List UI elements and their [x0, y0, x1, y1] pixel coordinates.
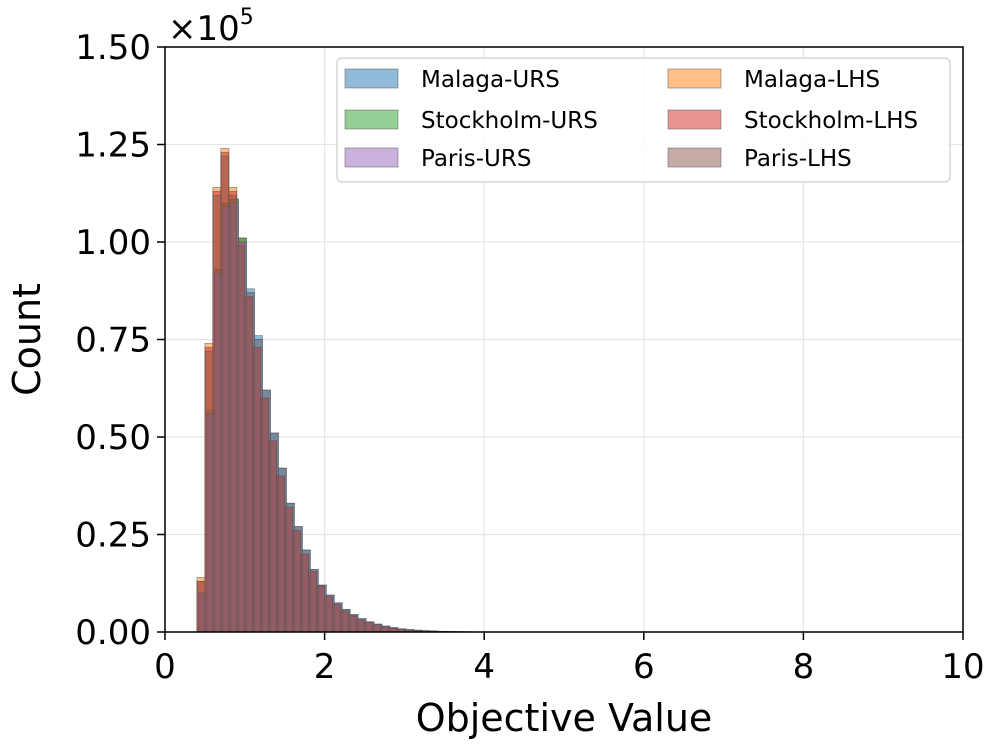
- legend-label: Paris-URS: [421, 146, 531, 172]
- legend-swatch: [344, 147, 399, 168]
- series-paris-lhs: [196, 155, 493, 633]
- legend-box: [336, 57, 951, 183]
- legend-item: Paris-LHS: [667, 146, 852, 172]
- legend-item: Malaga-LHS: [667, 67, 880, 93]
- bar: [292, 530, 302, 633]
- bar: [252, 346, 262, 633]
- legend-swatch: [344, 109, 399, 130]
- legend-item: Paris-URS: [344, 146, 531, 172]
- legend-swatch: [667, 109, 722, 130]
- y-tick-label: 0.75: [75, 321, 151, 361]
- legend-label: Stockholm-LHS: [744, 108, 918, 134]
- bar: [244, 296, 254, 633]
- y-tick-label: 1.00: [75, 223, 151, 263]
- legend-item: Stockholm-LHS: [667, 108, 918, 134]
- bar: [308, 571, 318, 633]
- y-multiplier-base: ×10: [168, 9, 240, 49]
- bar: [356, 619, 365, 633]
- bar: [348, 615, 357, 633]
- legend-item: Malaga-URS: [344, 67, 560, 93]
- y-multiplier-exponent: 5: [240, 5, 254, 30]
- y-axis-title: Count: [5, 283, 49, 396]
- x-tick-label: 10: [941, 647, 984, 687]
- legend-label: Paris-LHS: [744, 146, 852, 172]
- bar: [324, 596, 333, 633]
- y-tick-label: 0.00: [75, 613, 151, 653]
- y-tick-label: 0.50: [75, 418, 151, 458]
- x-tick-label: 4: [473, 647, 495, 687]
- legend-item: Stockholm-URS: [344, 108, 598, 134]
- bar: [236, 245, 246, 633]
- bar: [316, 585, 325, 633]
- bar: [364, 622, 373, 633]
- bar: [220, 155, 230, 633]
- bar: [332, 604, 341, 633]
- bar: [260, 397, 270, 633]
- bars: [196, 147, 495, 633]
- legend-label: Stockholm-URS: [421, 108, 598, 134]
- y-tick-label: 1.25: [75, 126, 151, 166]
- bar: [204, 350, 214, 633]
- legend-label: Malaga-LHS: [744, 67, 880, 93]
- x-tick-label: 8: [793, 647, 815, 687]
- bar: [228, 194, 238, 633]
- legend-swatch: [667, 147, 722, 168]
- x-tick-label: 6: [633, 647, 655, 687]
- y-axis-multiplier: ×105: [168, 5, 254, 49]
- x-axis-title: Objective Value: [416, 696, 713, 740]
- legend-swatch: [344, 68, 399, 89]
- bar: [380, 626, 389, 633]
- bar: [372, 624, 381, 633]
- x-axis: 0 2 4 6 8 10: [154, 632, 985, 687]
- bar: [276, 475, 286, 633]
- bar: [268, 440, 278, 633]
- x-tick-label: 0: [154, 647, 176, 687]
- y-axis: 0.00 0.25 0.50 0.75 1.00 1.25 1.50: [75, 28, 165, 653]
- bar: [196, 580, 206, 633]
- bar: [212, 194, 222, 633]
- bar: [300, 553, 310, 633]
- legend-swatch: [667, 68, 722, 89]
- legend-label: Malaga-URS: [421, 67, 560, 93]
- bar: [284, 506, 294, 633]
- y-tick-label: 0.25: [75, 516, 151, 556]
- y-tick-label: 1.50: [75, 28, 151, 68]
- bar: [340, 610, 349, 633]
- legend: Malaga-URS Stockholm-URS Paris-URS Malaga-L…: [336, 57, 951, 183]
- x-tick-label: 2: [314, 647, 336, 687]
